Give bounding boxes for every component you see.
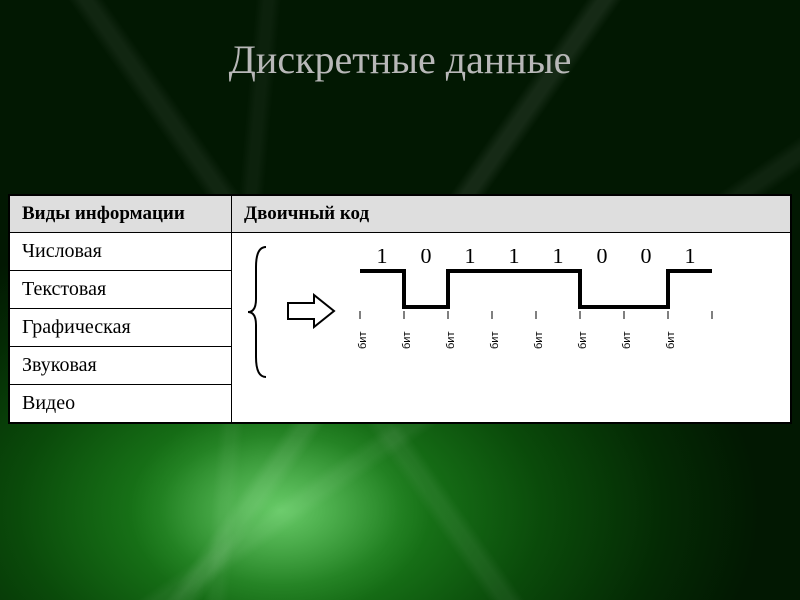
types-column: Числовая Текстовая Графическая Звуковая … — [10, 233, 232, 422]
bit-value: 1 — [553, 249, 564, 268]
bit-value: 1 — [377, 249, 388, 268]
row-text: Текстовая — [10, 271, 232, 309]
bit-axis-label: бит — [489, 332, 501, 349]
header-cell-types: Виды информации — [10, 196, 232, 232]
bit-value: 0 — [597, 249, 608, 268]
bit-axis-label: бит — [533, 332, 545, 349]
table-header-row: Виды информации Двоичный код — [10, 196, 790, 233]
binary-code-cell: 1 бит 0 бит 1 бит 1 бит 1 бит 0 бит 0 бит 1 бит — [232, 233, 790, 422]
bit-axis-label: бит — [445, 332, 457, 349]
binary-signal-diagram: 1 бит 0 бит 1 бит 1 бит 1 бит 0 бит 0 бит 1 бит — [352, 249, 732, 379]
curly-brace-icon — [246, 243, 276, 381]
bit-axis-label: бит — [357, 332, 369, 349]
bit-value: 0 — [641, 249, 652, 268]
row-numeric: Числовая — [10, 233, 232, 271]
table-body: Числовая Текстовая Графическая Звуковая … — [10, 233, 790, 422]
bit-value: 1 — [685, 249, 696, 268]
header-cell-code: Двоичный код — [232, 196, 790, 232]
info-table: Виды информации Двоичный код Числовая Те… — [8, 194, 792, 424]
row-graphic: Графическая — [10, 309, 232, 347]
arrow-icon — [286, 293, 336, 329]
bit-axis-label: бит — [577, 332, 589, 349]
bit-axis-label: бит — [621, 332, 633, 349]
bit-value: 1 — [509, 249, 520, 268]
slide-title: Дискретные данные — [0, 36, 800, 83]
row-sound: Звуковая — [10, 347, 232, 385]
bit-axis-label: бит — [401, 332, 413, 349]
bit-axis-label: бит — [665, 332, 677, 349]
bit-value: 1 — [465, 249, 476, 268]
waveform-path — [360, 271, 712, 307]
bit-value: 0 — [421, 249, 432, 268]
row-video: Видео — [10, 385, 232, 422]
